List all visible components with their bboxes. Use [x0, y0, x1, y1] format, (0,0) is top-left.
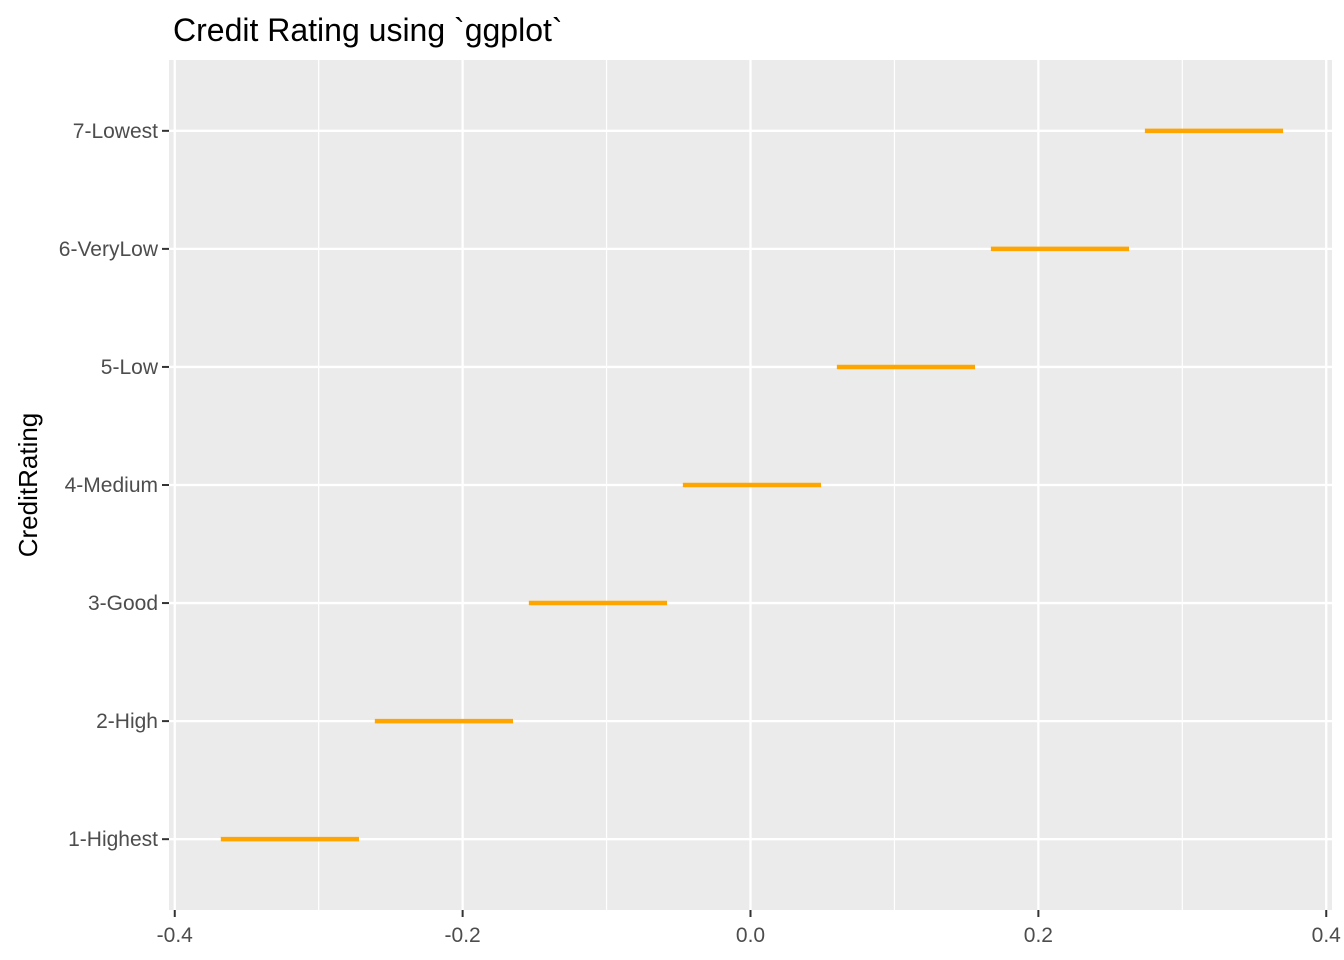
y-axis-title: CreditRating — [13, 413, 43, 558]
chart-title: Credit Rating using `ggplot` — [173, 12, 563, 48]
y-tick-label: 5-Low — [101, 356, 159, 379]
y-tick-label: 7-Lowest — [73, 120, 158, 143]
y-tick-label: 6-VeryLow — [59, 238, 159, 261]
y-tick-label: 3-Good — [88, 592, 158, 615]
grid-major — [169, 60, 1332, 910]
x-axis: -0.4 -0.2 0.0 0.2 0.4 — [157, 910, 1341, 947]
y-axis: 1-Highest 2-High 3-Good 4-Medium 5-Low 6-Very… — [59, 120, 169, 851]
y-tick-label: 2-High — [96, 710, 158, 733]
x-tick-label: 0.2 — [1024, 924, 1053, 947]
x-tick-label: -0.2 — [445, 924, 481, 947]
y-tick-label: 1-Highest — [68, 828, 158, 851]
x-tick-label: 0.4 — [1312, 924, 1342, 947]
x-tick-label: 0.0 — [736, 924, 765, 947]
y-tick-label: 4-Medium — [65, 474, 158, 497]
x-tick-label: -0.4 — [157, 924, 194, 947]
data-segments — [220, 128, 1284, 842]
